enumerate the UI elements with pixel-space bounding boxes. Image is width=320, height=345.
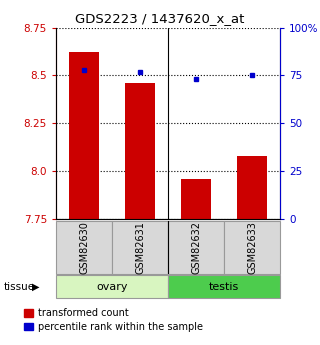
Text: ovary: ovary xyxy=(96,282,128,292)
Bar xyxy=(224,221,280,274)
Bar xyxy=(124,83,156,219)
Text: GSM82630: GSM82630 xyxy=(79,221,89,274)
Bar xyxy=(56,275,168,298)
Text: GDS2223 / 1437620_x_at: GDS2223 / 1437620_x_at xyxy=(75,12,245,25)
Bar xyxy=(168,221,224,274)
Bar xyxy=(168,275,280,298)
Bar xyxy=(112,221,168,274)
Text: testis: testis xyxy=(209,282,239,292)
Bar xyxy=(68,52,100,219)
Bar xyxy=(56,221,112,274)
Text: GSM82633: GSM82633 xyxy=(247,221,257,274)
Text: GSM82631: GSM82631 xyxy=(135,221,145,274)
Bar xyxy=(180,179,212,219)
Text: tissue: tissue xyxy=(3,282,34,292)
Text: ▶: ▶ xyxy=(32,282,39,292)
Bar xyxy=(236,156,268,219)
Text: GSM82632: GSM82632 xyxy=(191,221,201,274)
Legend: transformed count, percentile rank within the sample: transformed count, percentile rank withi… xyxy=(24,308,203,332)
